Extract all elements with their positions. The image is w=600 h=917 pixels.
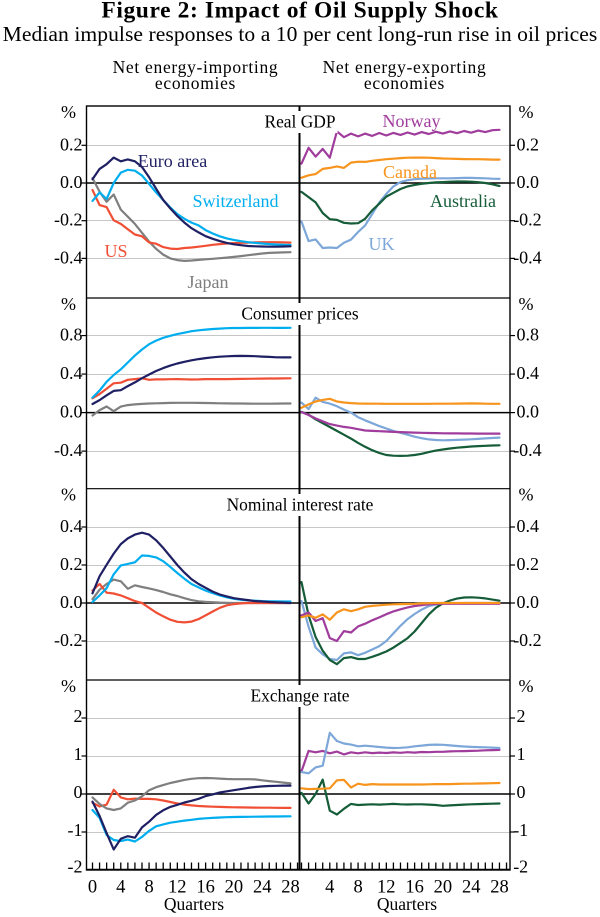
svg-text:20: 20 [434,878,453,898]
svg-text:2: 2 [517,706,526,726]
svg-text:0.4: 0.4 [60,363,83,383]
svg-text:28: 28 [490,878,509,898]
svg-text:28: 28 [281,878,300,898]
svg-text:0.8: 0.8 [60,325,83,345]
svg-text:0.0: 0.0 [60,172,83,192]
svg-text:Net energy-exporting: Net energy-exporting [323,57,487,77]
svg-text:0.0: 0.0 [60,592,83,612]
svg-text:24: 24 [253,878,272,898]
svg-text:0.2: 0.2 [517,134,540,154]
svg-text:Exchange rate: Exchange rate [251,686,350,706]
svg-text:Japan: Japan [188,272,229,292]
svg-text:Figure 2: Impact of Oil Supply: Figure 2: Impact of Oil Supply Shock [101,0,499,24]
svg-text:1: 1 [74,744,83,764]
svg-text:Canada: Canada [383,162,437,182]
svg-text:8: 8 [144,878,153,898]
svg-text:0.4: 0.4 [60,516,83,536]
svg-text:-0.2: -0.2 [513,630,542,650]
svg-text:%: % [519,294,534,314]
svg-text:-0.4: -0.4 [54,440,83,460]
svg-text:4: 4 [325,878,334,898]
svg-text:0.0: 0.0 [60,402,83,422]
svg-text:0.8: 0.8 [517,325,540,345]
svg-text:-0.2: -0.2 [513,210,542,230]
svg-text:-0.2: -0.2 [54,630,83,650]
svg-text:20: 20 [225,878,244,898]
svg-text:0.4: 0.4 [517,363,540,383]
svg-text:economies: economies [155,73,236,93]
svg-text:%: % [519,485,534,505]
svg-text:UK: UK [369,234,395,254]
svg-text:0: 0 [88,878,97,898]
svg-text:-0.2: -0.2 [54,210,83,230]
svg-text:2: 2 [74,706,83,726]
svg-text:16: 16 [196,878,215,898]
svg-text:16: 16 [405,878,424,898]
svg-text:24: 24 [462,878,481,898]
svg-text:0.0: 0.0 [517,402,540,422]
svg-text:0.2: 0.2 [517,554,540,574]
svg-text:-2: -2 [513,857,528,877]
svg-text:Quarters: Quarters [164,894,224,914]
svg-text:Nominal interest rate: Nominal interest rate [227,495,374,515]
svg-text:0.2: 0.2 [60,554,83,574]
svg-text:-2: -2 [68,857,83,877]
svg-text:Net energy-importing: Net energy-importing [113,57,279,77]
svg-text:%: % [61,294,76,314]
svg-text:economies: economies [364,73,445,93]
svg-text:%: % [61,676,76,696]
svg-text:4: 4 [116,878,125,898]
svg-text:-1: -1 [513,820,528,840]
svg-text:Quarters: Quarters [377,894,437,914]
svg-text:-0.4: -0.4 [513,440,542,460]
svg-text:Consumer prices: Consumer prices [241,304,359,324]
svg-text:%: % [61,102,76,122]
svg-text:1: 1 [517,744,526,764]
svg-text:%: % [519,676,534,696]
svg-text:0: 0 [517,782,526,802]
svg-text:US: US [104,241,127,261]
svg-text:0.0: 0.0 [517,592,540,612]
svg-text:12: 12 [168,878,187,898]
svg-text:Real GDP: Real GDP [264,112,335,132]
svg-text:Euro area: Euro area [138,151,207,171]
svg-text:-0.4: -0.4 [54,247,83,267]
svg-text:0.4: 0.4 [517,516,540,536]
svg-text:%: % [61,485,76,505]
svg-text:0.2: 0.2 [60,134,83,154]
svg-text:Median impulse responses to a: Median impulse responses to a 10 per cen… [3,22,598,46]
svg-text:-0.4: -0.4 [513,247,542,267]
svg-text:Norway: Norway [383,111,441,131]
svg-text:Australia: Australia [430,191,496,211]
svg-text:8: 8 [353,878,362,898]
svg-text:0.0: 0.0 [517,172,540,192]
svg-text:%: % [519,102,534,122]
svg-text:-1: -1 [68,820,83,840]
svg-text:12: 12 [377,878,396,898]
svg-text:0: 0 [74,782,83,802]
svg-text:Switzerland: Switzerland [193,191,279,211]
